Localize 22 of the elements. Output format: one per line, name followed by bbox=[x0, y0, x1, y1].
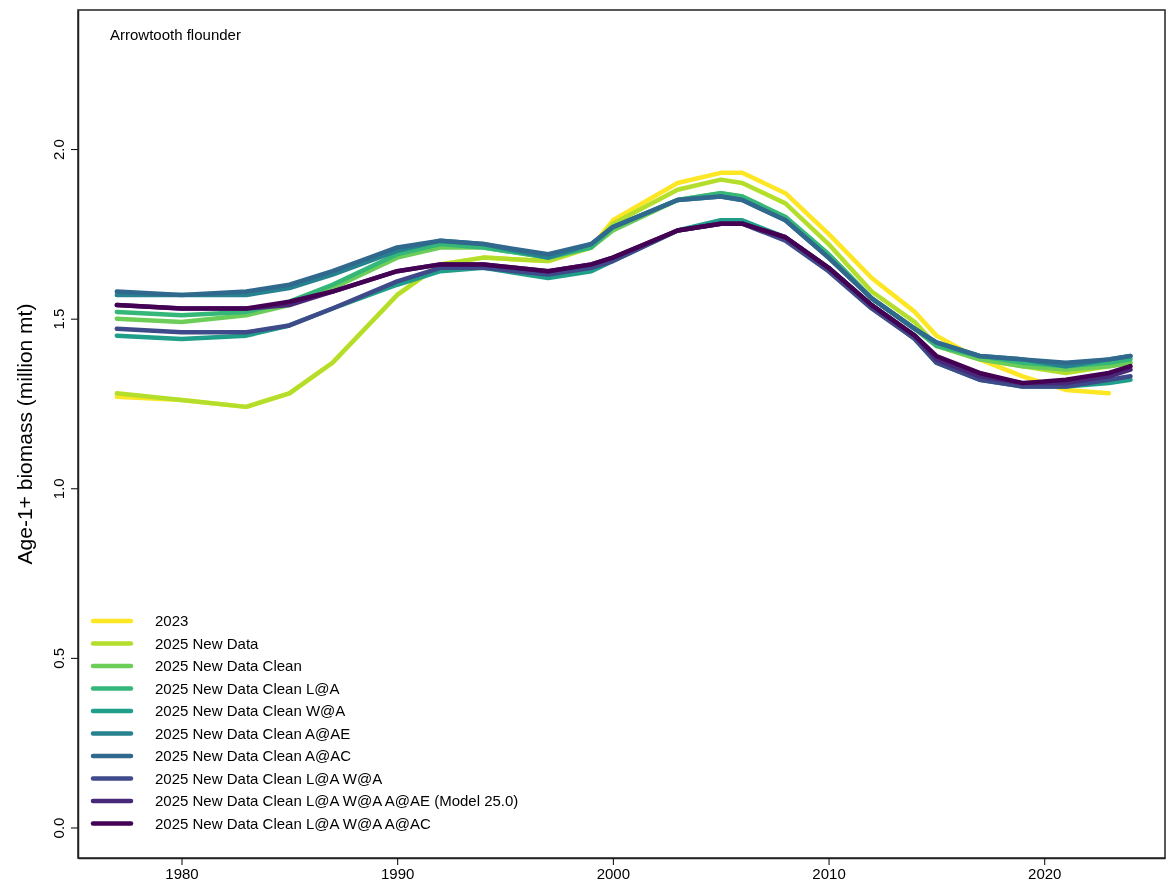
x-tick-label: 1990 bbox=[381, 864, 415, 882]
x-tick-label: 2020 bbox=[1028, 864, 1062, 882]
y-tick-label: 0.5 bbox=[50, 647, 67, 669]
y-tick-label: 1.0 bbox=[50, 478, 67, 500]
y-tick-label: 2.0 bbox=[50, 139, 67, 160]
legend-label: 2025 New Data Clean bbox=[155, 657, 302, 674]
x-tick-label: 2010 bbox=[812, 864, 846, 882]
legend-label: 2025 New Data Clean L@A W@A A@AE (Model 25.0) bbox=[155, 792, 519, 809]
y-tick-label: 1.5 bbox=[50, 308, 67, 330]
legend-label: 2023 bbox=[155, 612, 189, 629]
legend-label: 2025 New Data Clean L@A bbox=[155, 679, 340, 697]
legend-label: 2025 New Data Clean L@A W@A bbox=[155, 769, 383, 787]
x-tick-label: 1980 bbox=[165, 864, 199, 882]
legend-label: 2025 New Data Clean W@A bbox=[155, 702, 346, 719]
text: Arrowtooth flounder bbox=[110, 26, 241, 43]
y-tick-label: 0.0 bbox=[50, 817, 67, 839]
legend-label: 2025 New Data Clean A@AE bbox=[155, 724, 351, 742]
y-axis-title: Age-1+ biomass (million mt) bbox=[13, 303, 36, 565]
x-tick-label: 2000 bbox=[596, 864, 631, 882]
legend-label: 2025 New Data Clean L@A W@A A@AC bbox=[155, 814, 431, 832]
legend-label: 2025 New Data bbox=[155, 634, 260, 652]
legend-label: 2025 New Data Clean A@AC bbox=[155, 747, 352, 764]
